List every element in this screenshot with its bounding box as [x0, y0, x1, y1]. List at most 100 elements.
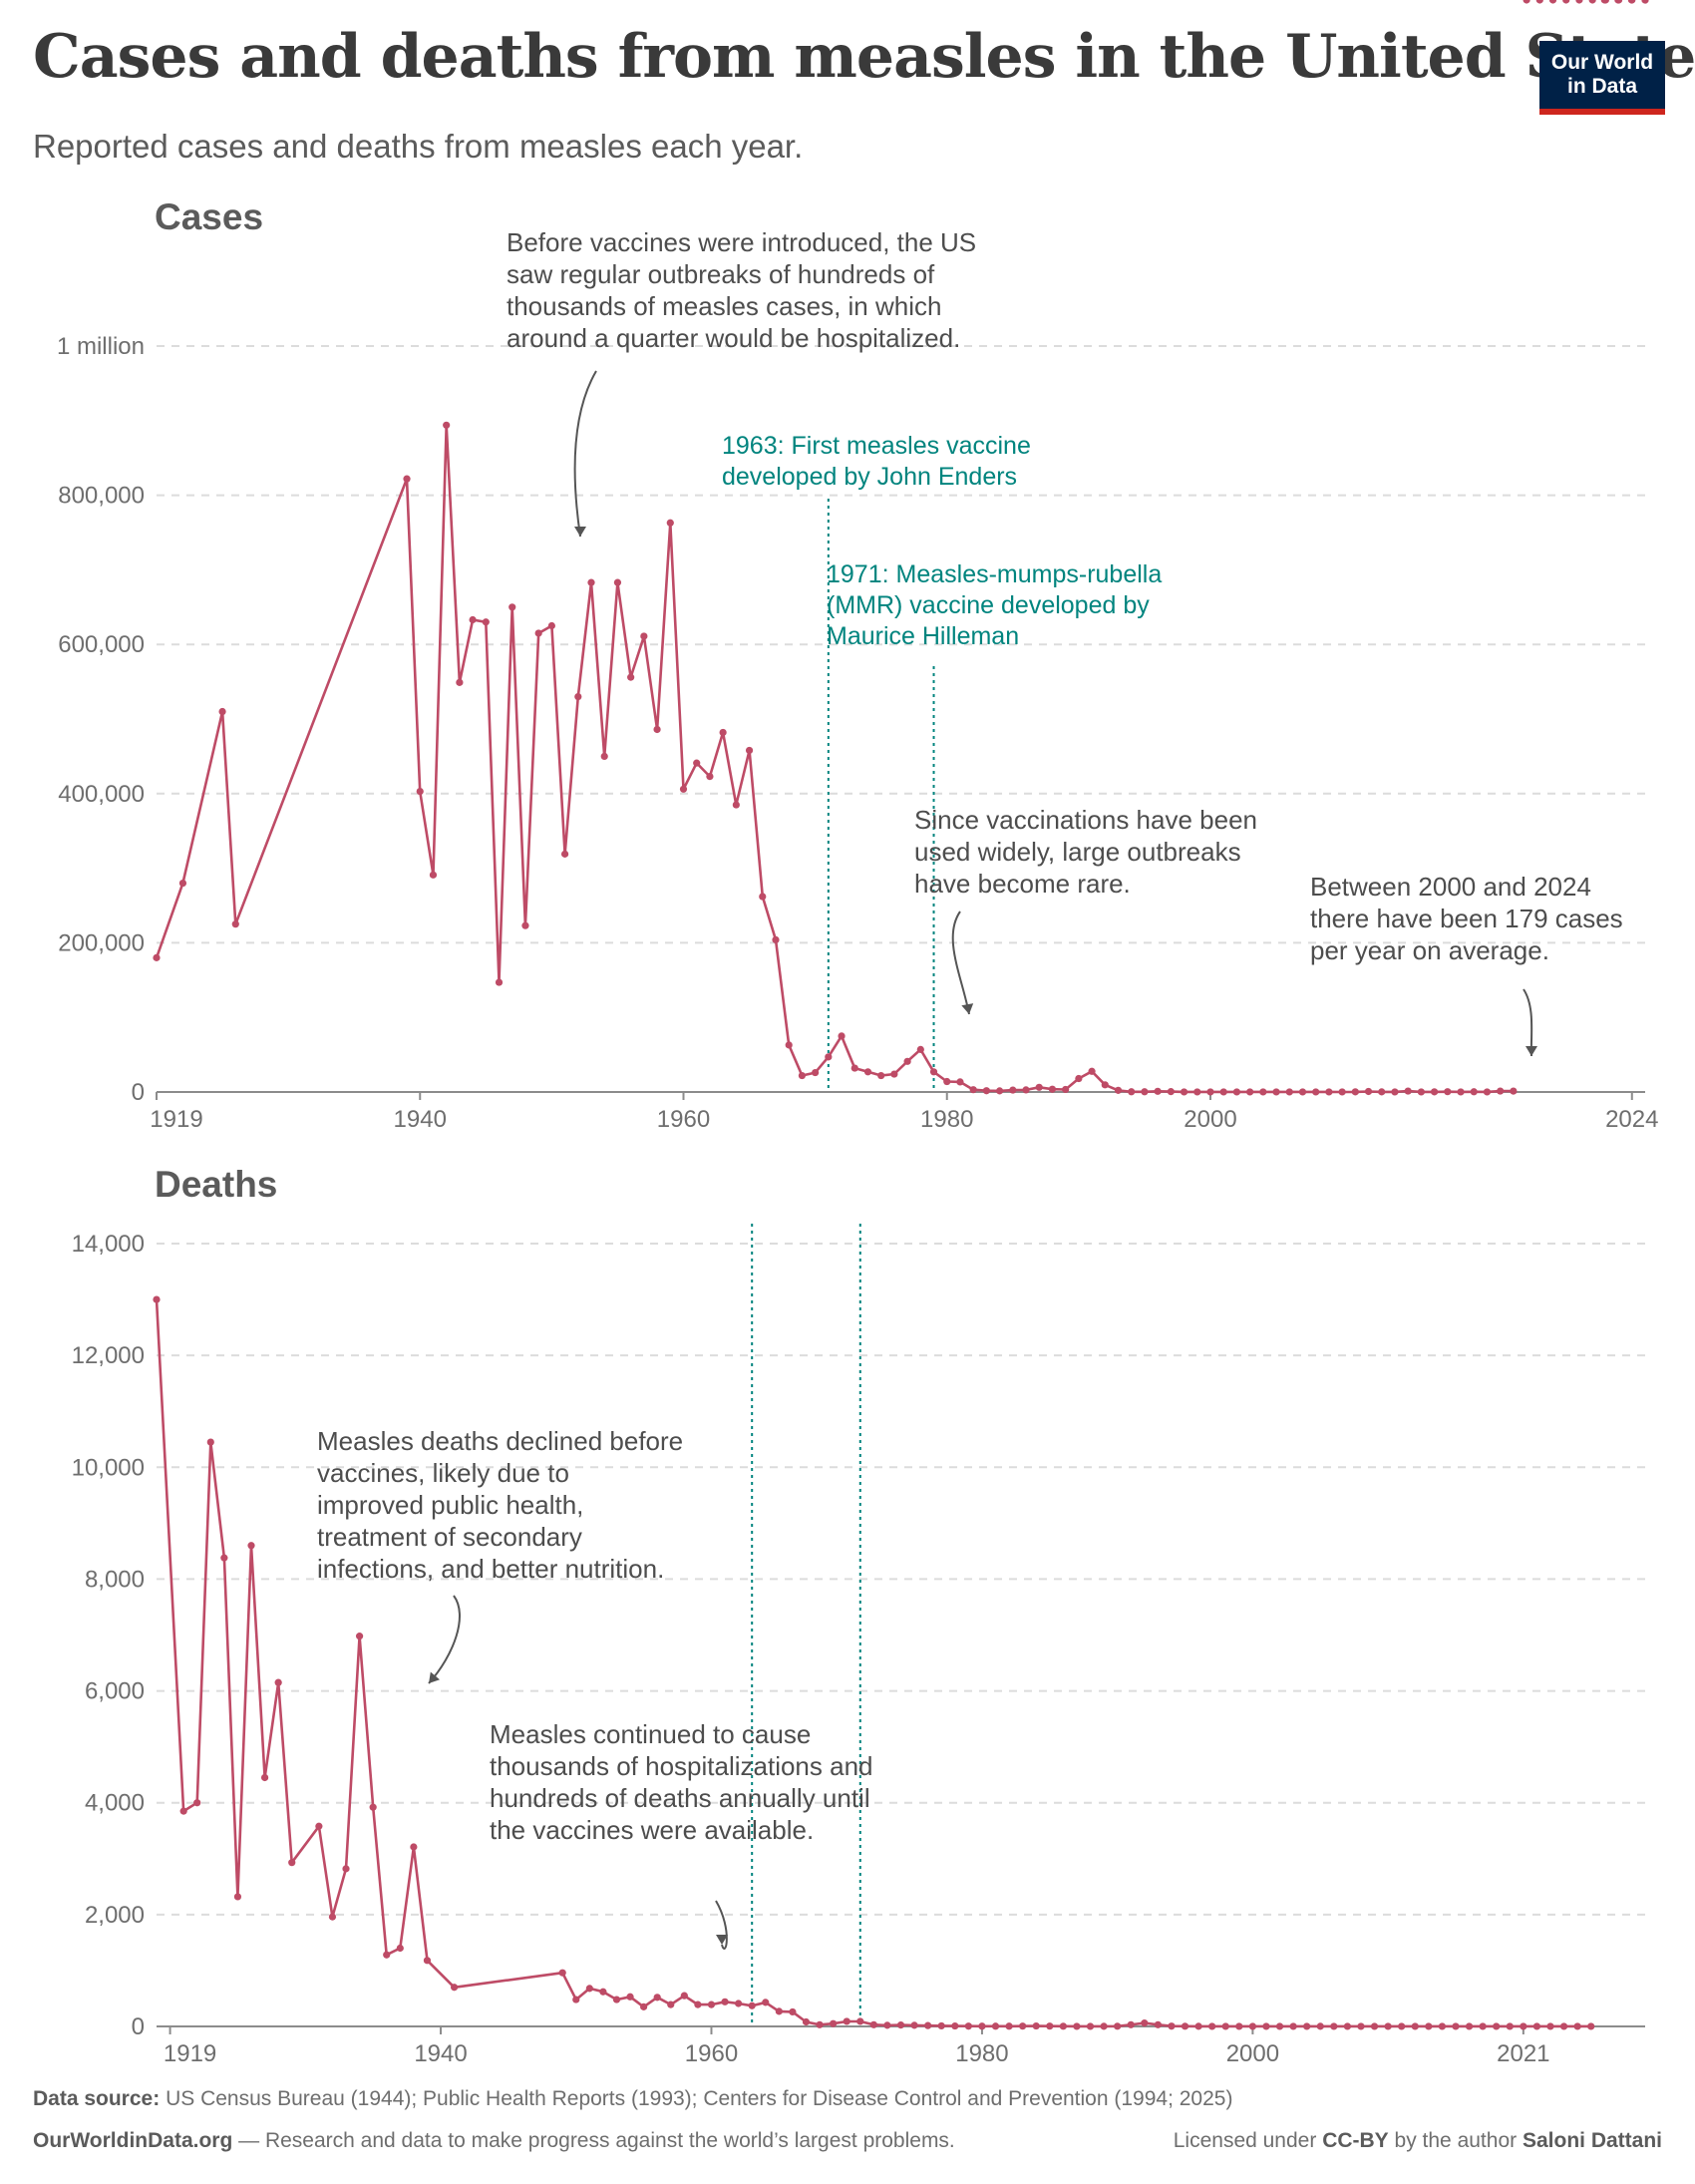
data-point[interactable]	[396, 1944, 404, 1953]
data-point[interactable]	[1259, 1088, 1267, 1096]
data-point[interactable]	[978, 2022, 986, 2030]
data-point[interactable]	[1100, 2022, 1108, 2030]
data-point[interactable]	[991, 2022, 1000, 2030]
data-point[interactable]	[1035, 1083, 1043, 1091]
data-point[interactable]	[816, 2020, 824, 2028]
data-point[interactable]	[982, 1087, 990, 1095]
data-point[interactable]	[1285, 1088, 1293, 1096]
data-point[interactable]	[856, 2017, 864, 2025]
data-point[interactable]	[694, 2001, 702, 2008]
data-point[interactable]	[706, 772, 714, 781]
data-point[interactable]	[772, 935, 780, 944]
data-point[interactable]	[469, 615, 477, 624]
data-point[interactable]	[521, 921, 529, 929]
data-point[interactable]	[1141, 2019, 1149, 2027]
data-point[interactable]	[178, 879, 187, 888]
data-point[interactable]	[1479, 2022, 1487, 2030]
data-point[interactable]	[745, 746, 754, 755]
data-point[interactable]	[220, 1554, 228, 1562]
data-point[interactable]	[1275, 2022, 1284, 2030]
data-point[interactable]	[627, 673, 635, 681]
data-point[interactable]	[1303, 2022, 1311, 2030]
data-point[interactable]	[956, 1078, 964, 1086]
data-point[interactable]	[369, 1803, 377, 1811]
data-point[interactable]	[1032, 2021, 1040, 2030]
data-point[interactable]	[640, 2002, 648, 2010]
data-point[interactable]	[1384, 2022, 1392, 2030]
data-point[interactable]	[1128, 1088, 1136, 1096]
data-point[interactable]	[1180, 1088, 1188, 1096]
data-point[interactable]	[877, 1071, 885, 1080]
data-point[interactable]	[403, 475, 411, 483]
data-point[interactable]	[640, 632, 648, 640]
data-point[interactable]	[1587, 2022, 1595, 2030]
data-point[interactable]	[719, 728, 727, 737]
data-point[interactable]	[1114, 1086, 1123, 1094]
data-point[interactable]	[1330, 2022, 1338, 2030]
data-point[interactable]	[1168, 2022, 1176, 2030]
data-point[interactable]	[600, 752, 608, 761]
data-point[interactable]	[679, 785, 688, 793]
data-point[interactable]	[1088, 1067, 1096, 1075]
data-point[interactable]	[1497, 1087, 1505, 1095]
data-point[interactable]	[1493, 2022, 1501, 2030]
data-point[interactable]	[1181, 2022, 1189, 2030]
data-point[interactable]	[247, 1542, 255, 1550]
data-point[interactable]	[1073, 2022, 1081, 2030]
data-point[interactable]	[653, 1994, 661, 2002]
data-point[interactable]	[1562, 0, 1570, 4]
data-point[interactable]	[260, 1773, 269, 1782]
data-point[interactable]	[1431, 1088, 1439, 1096]
data-point[interactable]	[1425, 2022, 1433, 2030]
data-point[interactable]	[416, 787, 424, 796]
data-point[interactable]	[995, 1087, 1004, 1095]
data-point[interactable]	[456, 678, 464, 686]
data-point[interactable]	[423, 1957, 432, 1965]
data-point[interactable]	[288, 1859, 296, 1867]
data-point[interactable]	[1378, 1088, 1386, 1096]
data-point[interactable]	[1404, 1087, 1412, 1095]
data-point[interactable]	[1483, 1088, 1492, 1096]
data-point[interactable]	[838, 1032, 846, 1040]
data-point[interactable]	[1246, 1088, 1254, 1096]
data-point[interactable]	[1062, 1085, 1070, 1094]
data-point[interactable]	[735, 2000, 743, 2007]
data-point[interactable]	[1520, 2022, 1527, 2030]
data-point[interactable]	[342, 1865, 350, 1873]
data-point[interactable]	[825, 1053, 833, 1061]
data-point[interactable]	[599, 1988, 607, 1996]
data-point[interactable]	[721, 1998, 729, 2005]
data-point[interactable]	[937, 2021, 945, 2030]
data-point[interactable]	[1262, 2022, 1270, 2030]
data-point[interactable]	[1167, 1088, 1175, 1096]
data-point[interactable]	[443, 421, 451, 429]
data-point[interactable]	[943, 1077, 951, 1086]
data-point[interactable]	[1272, 1088, 1280, 1096]
data-point[interactable]	[1009, 1086, 1017, 1094]
data-point[interactable]	[830, 2019, 838, 2027]
data-point[interactable]	[1546, 2022, 1554, 2030]
data-point[interactable]	[1465, 2022, 1474, 2030]
data-point[interactable]	[1417, 1088, 1425, 1096]
data-point[interactable]	[1559, 2022, 1568, 2030]
data-point[interactable]	[233, 1893, 242, 1901]
data-point[interactable]	[1086, 2022, 1095, 2030]
data-point[interactable]	[910, 2021, 918, 2029]
owid-logo[interactable]: Our World in Data	[1539, 41, 1665, 115]
data-point[interactable]	[1452, 2022, 1460, 2030]
data-point[interactable]	[1548, 0, 1557, 4]
data-point[interactable]	[451, 1984, 459, 1992]
data-point[interactable]	[1141, 1088, 1149, 1096]
data-point[interactable]	[1154, 2020, 1162, 2028]
data-point[interactable]	[1573, 2022, 1581, 2030]
data-point[interactable]	[798, 1071, 807, 1080]
data-point[interactable]	[383, 1951, 391, 1959]
data-point[interactable]	[924, 2021, 932, 2029]
data-point[interactable]	[916, 1045, 924, 1053]
data-point[interactable]	[560, 850, 569, 858]
data-point[interactable]	[1206, 1088, 1214, 1096]
data-point[interactable]	[1351, 1088, 1359, 1096]
data-point[interactable]	[1325, 1088, 1333, 1096]
data-point[interactable]	[1343, 2022, 1351, 2030]
data-point[interactable]	[1127, 2020, 1135, 2028]
